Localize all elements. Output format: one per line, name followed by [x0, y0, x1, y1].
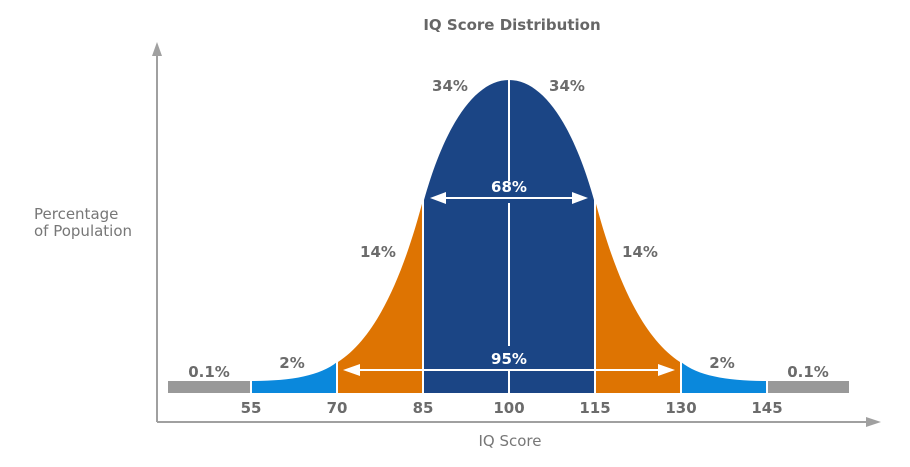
- label-14-left: 14%: [360, 243, 396, 261]
- label-95-percent: 95%: [491, 350, 527, 368]
- label-14-right: 14%: [622, 243, 658, 261]
- tick-85: 85: [413, 399, 434, 417]
- x-tick-labels: 55 70 85 100 115 130 145: [241, 399, 783, 417]
- x-axis-arrow-icon: [866, 417, 881, 427]
- arrow-right-icon: [658, 364, 675, 376]
- label-tail-right: 0.1%: [787, 363, 829, 381]
- arrow-right-icon: [572, 192, 588, 204]
- y-axis-label-line2: of Population: [34, 222, 132, 240]
- arrow-left-icon: [343, 364, 360, 376]
- x-axis-label: IQ Score: [478, 432, 541, 450]
- x-axis: [157, 417, 881, 427]
- label-34-left: 34%: [432, 77, 468, 95]
- segment-70-85: [338, 200, 423, 393]
- label-2-right: 2%: [709, 354, 734, 372]
- label-2-left: 2%: [279, 354, 304, 372]
- arrow-left-icon: [430, 192, 446, 204]
- segment-130-145: [681, 362, 767, 393]
- tick-55: 55: [241, 399, 262, 417]
- y-axis-arrow-icon: [152, 42, 162, 56]
- y-axis: [152, 42, 162, 422]
- y-axis-label-line1: Percentage: [34, 205, 118, 223]
- label-34-right: 34%: [549, 77, 585, 95]
- chart-title: IQ Score Distribution: [423, 16, 600, 34]
- segment-55-70: [251, 362, 337, 393]
- label-68-percent: 68%: [491, 178, 527, 196]
- segment-dividers: [250, 80, 768, 394]
- tick-70: 70: [327, 399, 348, 417]
- tick-100: 100: [493, 399, 524, 417]
- tick-115: 115: [579, 399, 610, 417]
- range-68-arrow: [430, 192, 588, 204]
- range-95-arrow: [343, 364, 675, 376]
- tick-130: 130: [665, 399, 696, 417]
- tail-left-segment: [168, 381, 250, 393]
- tail-right-segment: [768, 381, 849, 393]
- label-tail-left: 0.1%: [188, 363, 230, 381]
- tick-145: 145: [751, 399, 782, 417]
- segment-115-130: [595, 200, 680, 393]
